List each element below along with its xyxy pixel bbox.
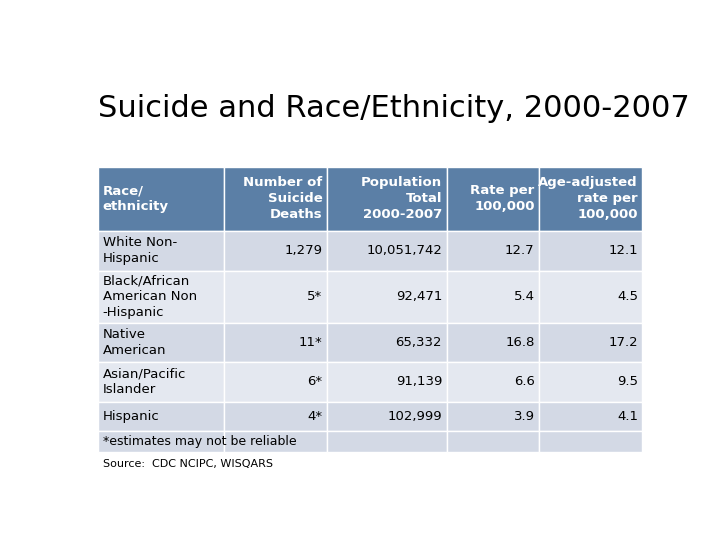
Text: 4.1: 4.1 bbox=[617, 410, 638, 423]
Bar bbox=[99, 322, 223, 362]
Bar bbox=[539, 167, 642, 231]
Bar bbox=[539, 231, 642, 271]
Text: 3.9: 3.9 bbox=[513, 410, 534, 423]
Bar bbox=[446, 402, 539, 431]
Bar bbox=[223, 402, 327, 431]
Text: Black/African
American Non
-Hispanic: Black/African American Non -Hispanic bbox=[103, 274, 197, 319]
Bar bbox=[446, 362, 539, 402]
Bar bbox=[327, 167, 446, 231]
Text: Native
American: Native American bbox=[103, 328, 166, 357]
Text: 5.4: 5.4 bbox=[513, 290, 534, 303]
Bar bbox=[539, 322, 642, 362]
Bar bbox=[446, 167, 539, 231]
Bar bbox=[99, 271, 223, 322]
Bar bbox=[223, 322, 327, 362]
Bar bbox=[223, 231, 327, 271]
Text: 92,471: 92,471 bbox=[396, 290, 442, 303]
Bar bbox=[327, 322, 446, 362]
Text: 91,139: 91,139 bbox=[396, 375, 442, 388]
Text: Rate per
100,000: Rate per 100,000 bbox=[470, 184, 534, 213]
Text: 12.7: 12.7 bbox=[505, 245, 534, 258]
Text: Hispanic: Hispanic bbox=[103, 410, 160, 423]
Text: 17.2: 17.2 bbox=[608, 336, 638, 349]
Text: White Non-
Hispanic: White Non- Hispanic bbox=[103, 237, 177, 265]
Text: 102,999: 102,999 bbox=[387, 410, 442, 423]
Text: 6.6: 6.6 bbox=[513, 375, 534, 388]
Bar bbox=[223, 167, 327, 231]
Bar bbox=[446, 271, 539, 322]
Text: Source:  CDC NCIPC, WISQARS: Source: CDC NCIPC, WISQARS bbox=[103, 458, 273, 469]
Bar bbox=[99, 231, 223, 271]
Text: 4.5: 4.5 bbox=[617, 290, 638, 303]
Text: 10,051,742: 10,051,742 bbox=[366, 245, 442, 258]
Text: Number of
Suicide
Deaths: Number of Suicide Deaths bbox=[243, 177, 323, 221]
Bar bbox=[446, 231, 539, 271]
Text: Population
Total
2000-2007: Population Total 2000-2007 bbox=[361, 177, 442, 221]
Bar bbox=[327, 402, 446, 431]
Bar bbox=[223, 271, 327, 322]
Bar bbox=[539, 402, 642, 431]
Bar bbox=[99, 362, 223, 402]
Bar bbox=[223, 362, 327, 402]
Text: 5*: 5* bbox=[307, 290, 323, 303]
Text: 65,332: 65,332 bbox=[395, 336, 442, 349]
Bar bbox=[539, 362, 642, 402]
Bar bbox=[99, 431, 223, 453]
Bar bbox=[99, 402, 223, 431]
Bar bbox=[327, 231, 446, 271]
Text: Race/
ethnicity: Race/ ethnicity bbox=[103, 184, 168, 213]
Bar bbox=[539, 431, 642, 453]
Bar bbox=[99, 167, 223, 231]
Text: Suicide and Race/Ethnicity, 2000-2007: Suicide and Race/Ethnicity, 2000-2007 bbox=[99, 94, 690, 123]
Text: 6*: 6* bbox=[307, 375, 323, 388]
Bar bbox=[223, 431, 327, 453]
Text: *estimates may not be reliable: *estimates may not be reliable bbox=[103, 435, 297, 448]
Text: Asian/Pacific
Islander: Asian/Pacific Islander bbox=[103, 367, 186, 396]
Text: 16.8: 16.8 bbox=[505, 336, 534, 349]
Bar bbox=[446, 431, 539, 453]
Text: 1,279: 1,279 bbox=[284, 245, 323, 258]
Text: Age-adjusted
rate per
100,000: Age-adjusted rate per 100,000 bbox=[539, 177, 638, 221]
Bar bbox=[327, 271, 446, 322]
Text: 4*: 4* bbox=[307, 410, 323, 423]
Bar bbox=[327, 431, 446, 453]
Text: 11*: 11* bbox=[299, 336, 323, 349]
Bar bbox=[327, 362, 446, 402]
Text: 12.1: 12.1 bbox=[608, 245, 638, 258]
Text: 9.5: 9.5 bbox=[617, 375, 638, 388]
Bar bbox=[446, 322, 539, 362]
Bar bbox=[539, 271, 642, 322]
